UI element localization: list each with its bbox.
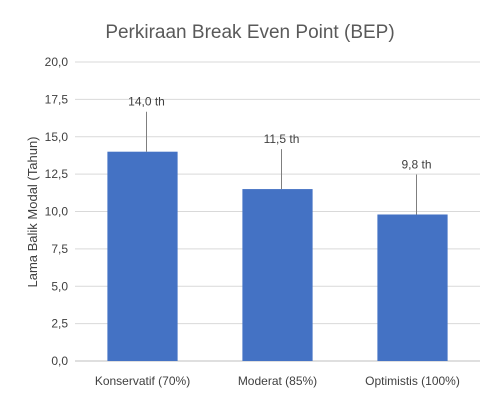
data-label-3: 9,8 th <box>401 157 431 171</box>
y-tick-label: 20,0 <box>45 55 69 69</box>
y-tick-label: 12,5 <box>45 167 69 181</box>
bar-2 <box>242 189 313 361</box>
y-tick-label: 15,0 <box>45 130 69 144</box>
y-tick-label: 5,0 <box>51 279 68 293</box>
bar-3 <box>377 214 448 361</box>
category-label-1: Konservatif (70%) <box>95 374 190 388</box>
y-tick-label: 10,0 <box>45 205 69 219</box>
y-axis-label: Lama Balik Modal (Tahun) <box>25 136 40 287</box>
chart-title: Perkiraan Break Even Point (BEP) <box>105 22 394 43</box>
data-labels: 14,0 th 11,5 th 9,8 th <box>128 95 432 215</box>
data-label-2: 11,5 th <box>264 132 300 146</box>
y-tick-label: 2,5 <box>51 317 68 331</box>
data-label-1: 14,0 th <box>128 95 165 109</box>
y-tick-label: 17,5 <box>45 92 69 106</box>
y-tick-labels: 0,0 2,5 5,0 7,5 10,0 12,5 15,0 17,5 20,0 <box>45 55 69 368</box>
y-tick-label: 7,5 <box>51 242 68 256</box>
category-labels: Konservatif (70%) Moderat (85%) Optimistis… <box>95 374 460 388</box>
bar-1 <box>107 151 178 361</box>
category-label-2: Moderat (85%) <box>238 374 317 388</box>
y-tick-label: 0,0 <box>51 354 68 368</box>
category-label-3: Optimistis (100%) <box>365 374 460 388</box>
bars <box>107 151 448 361</box>
